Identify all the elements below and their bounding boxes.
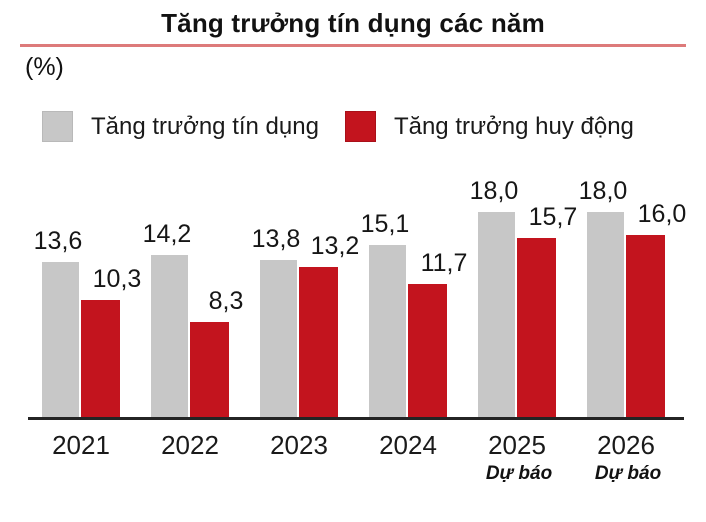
bar-deposit-2023 (299, 267, 338, 417)
x-axis-label-2022: 2022 (161, 430, 219, 460)
bar-deposit-2025 (517, 238, 556, 417)
bar-group-2022: 14,2 8,3 2022 (143, 175, 244, 460)
bar-deposit-2022 (190, 322, 229, 417)
legend-item-0: Tăng trưởng tín dụng (42, 111, 319, 142)
x-axis-label-2026: 2026 (597, 430, 655, 460)
x-axis-label-2021: 2021 (52, 430, 110, 460)
value-label-credit-2024: 15,1 (360, 210, 410, 238)
value-label-credit-2025: 18,0 (469, 177, 519, 205)
legend-swatch-deposit (344, 111, 376, 142)
bar-deposit-2026 (626, 235, 665, 417)
bar-credit-2023 (260, 260, 297, 417)
value-label-credit-2026: 18,0 (578, 177, 628, 205)
bar-credit-2024 (369, 245, 406, 417)
bar-group-2025: 18,0 15,7 2025 Dự báo (470, 175, 578, 484)
x-axis-label-2025: 2025 (488, 430, 546, 460)
value-label-deposit-2024: 11,7 (420, 249, 468, 277)
chart-title: Tăng trưởng tín dụng các năm (161, 8, 545, 38)
legend-swatch-credit (42, 111, 73, 142)
x-axis-label-2023: 2023 (270, 430, 328, 460)
legend-label: Tăng trưởng huy động (393, 112, 634, 140)
bar-credit-2022 (151, 255, 188, 417)
bar-credit-2025 (478, 212, 515, 417)
legend-label: Tăng trưởng tín dụng (91, 112, 319, 140)
value-label-deposit-2022: 8,3 (208, 287, 244, 315)
plot-area: 13,6 10,3 2021 14,2 8,3 2022 13,8 13,2 2023 15,1 1… (28, 175, 687, 484)
forecast-note-2025: Dự báo (485, 463, 553, 484)
bar-group-2023: 13,8 13,2 2023 (252, 175, 360, 460)
value-label-deposit-2023: 13,2 (310, 232, 360, 260)
value-label-credit-2023: 13,8 (251, 225, 301, 253)
bar-credit-2026 (587, 212, 624, 417)
value-label-deposit-2025: 15,7 (528, 203, 578, 231)
forecast-note-2026: Dự báo (594, 463, 662, 484)
legend: Tăng trưởng tín dụng Tăng trưởng huy động (42, 111, 634, 142)
bar-group-2024: 15,1 11,7 2024 (361, 175, 468, 460)
bar-deposit-2024 (408, 284, 447, 417)
bar-deposit-2021 (81, 300, 120, 417)
legend-item-1: Tăng trưởng huy động (344, 111, 634, 142)
value-label-credit-2022: 14,2 (142, 220, 192, 248)
value-label-credit-2021: 13,6 (33, 227, 83, 255)
bar-group-2026: 18,0 16,0 2026 Dự báo (579, 175, 687, 484)
title-underline-rule (20, 44, 686, 47)
y-axis-unit-label: (%) (25, 53, 64, 81)
bar-group-2021: 13,6 10,3 2021 (34, 175, 142, 460)
value-label-deposit-2026: 16,0 (637, 200, 687, 228)
value-label-deposit-2021: 10,3 (92, 265, 142, 293)
bar-credit-2021 (42, 262, 79, 417)
x-axis-label-2024: 2024 (379, 430, 437, 460)
